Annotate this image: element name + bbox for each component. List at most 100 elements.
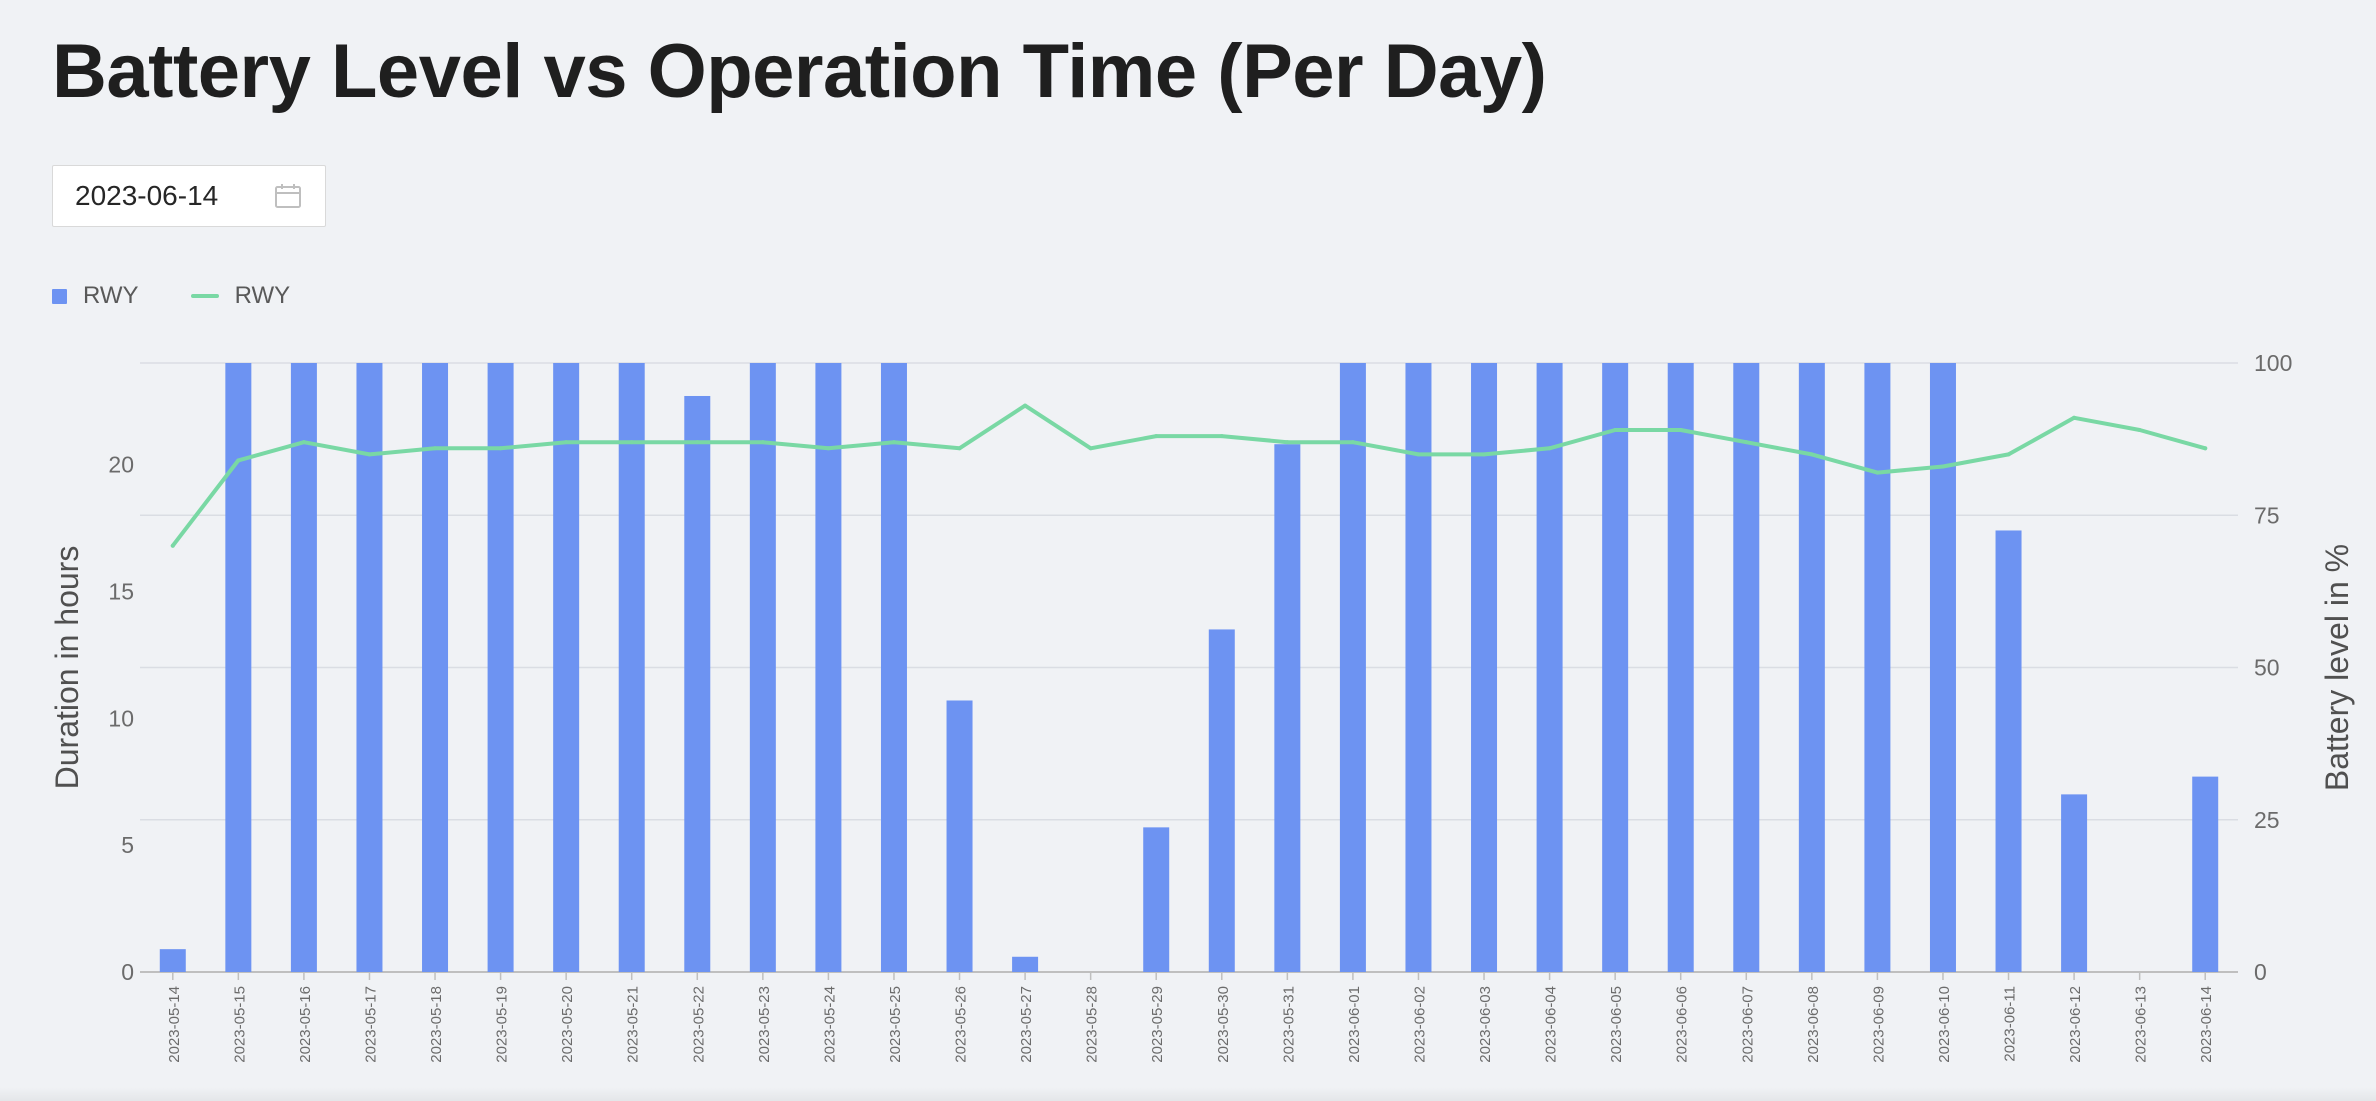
x-tick-label: 2023-05-20 bbox=[559, 986, 576, 1063]
legend-bar-swatch bbox=[52, 288, 67, 304]
line-point bbox=[433, 446, 438, 451]
line-point bbox=[2006, 452, 2011, 457]
date-picker[interactable]: 2023-06-14 bbox=[52, 165, 326, 227]
x-tick-label: 2023-05-25 bbox=[887, 986, 904, 1063]
x-tick-label: 2023-05-27 bbox=[1018, 986, 1035, 1063]
line-point bbox=[1940, 464, 1945, 469]
bar bbox=[356, 363, 383, 972]
line-point bbox=[301, 440, 306, 445]
bar bbox=[1995, 530, 2022, 972]
line-point bbox=[629, 440, 634, 445]
y-tick-label: 5 bbox=[121, 832, 134, 858]
line-point bbox=[1678, 427, 1683, 432]
bar bbox=[1339, 363, 1366, 972]
x-tick-label: 2023-06-11 bbox=[2002, 986, 2019, 1062]
legend-line-label: RWY bbox=[234, 282, 291, 309]
bar bbox=[2192, 776, 2219, 972]
line-point bbox=[1023, 403, 1028, 408]
x-tick-label: 2023-06-14 bbox=[2198, 986, 2215, 1063]
line-point bbox=[760, 440, 765, 445]
line-point bbox=[1875, 470, 1880, 475]
y-tick-label: 15 bbox=[108, 578, 134, 604]
y2-tick-label: 25 bbox=[2254, 807, 2280, 833]
line-point bbox=[1285, 440, 1290, 445]
line-point bbox=[1350, 440, 1355, 445]
x-tick-label: 2023-06-10 bbox=[1936, 986, 1953, 1063]
x-tick-label: 2023-05-15 bbox=[231, 986, 248, 1063]
bar bbox=[1798, 363, 1825, 972]
x-tick-label: 2023-05-29 bbox=[1149, 986, 1166, 1063]
bar bbox=[487, 363, 514, 972]
legend-line-swatch bbox=[190, 294, 219, 298]
x-tick-label: 2023-05-30 bbox=[1215, 986, 1232, 1063]
bar bbox=[422, 363, 449, 972]
page-title: Battery Level vs Operation Time (Per Day… bbox=[52, 29, 1547, 114]
line-point bbox=[1744, 440, 1749, 445]
line-point bbox=[826, 446, 831, 451]
y-tick-label: 0 bbox=[121, 959, 134, 985]
line-point bbox=[236, 458, 241, 463]
y2-tick-label: 100 bbox=[2254, 350, 2292, 376]
bar bbox=[684, 395, 711, 972]
line-point bbox=[2137, 427, 2142, 432]
bottom-edge-shadow bbox=[0, 1087, 2376, 1101]
bar bbox=[815, 363, 842, 972]
x-tick-label: 2023-06-13 bbox=[2133, 986, 2150, 1063]
x-tick-label: 2023-05-23 bbox=[756, 986, 773, 1063]
line-point bbox=[1088, 446, 1093, 451]
x-tick-label: 2023-05-19 bbox=[494, 986, 511, 1063]
line-point bbox=[1613, 427, 1618, 432]
legend-item-bar[interactable]: RWY bbox=[52, 282, 139, 310]
bar bbox=[225, 363, 252, 972]
bar bbox=[946, 700, 973, 972]
line-point bbox=[1809, 452, 1814, 457]
legend-item-line[interactable]: RWY bbox=[190, 282, 291, 310]
y-tick-label: 10 bbox=[108, 705, 134, 731]
line-point bbox=[170, 543, 175, 548]
bar bbox=[1405, 363, 1432, 972]
bar bbox=[1143, 827, 1170, 972]
y2-axis-title: Battery level in % bbox=[2319, 544, 2355, 791]
line-point bbox=[1547, 446, 1552, 451]
x-tick-label: 2023-05-24 bbox=[821, 986, 838, 1063]
line-point bbox=[891, 440, 896, 445]
bar bbox=[290, 363, 317, 972]
line-point bbox=[498, 446, 503, 451]
y2-tick-label: 0 bbox=[2254, 959, 2267, 985]
x-tick-label: 2023-05-17 bbox=[362, 986, 379, 1063]
bar bbox=[1733, 363, 1760, 972]
date-picker-value[interactable]: 2023-06-14 bbox=[75, 180, 219, 211]
calendar-icon[interactable] bbox=[273, 181, 303, 211]
y2-tick-label: 50 bbox=[2254, 655, 2280, 681]
bar bbox=[880, 363, 907, 972]
bar bbox=[1864, 363, 1891, 972]
bar bbox=[1667, 363, 1694, 972]
x-tick-label: 2023-05-18 bbox=[428, 986, 445, 1063]
x-tick-label: 2023-06-04 bbox=[1543, 986, 1560, 1063]
x-tick-label: 2023-06-05 bbox=[1608, 986, 1625, 1063]
x-tick-label: 2023-05-31 bbox=[1280, 986, 1297, 1063]
bar bbox=[749, 363, 776, 972]
line-point bbox=[1154, 434, 1159, 439]
bar bbox=[1274, 444, 1301, 972]
bar bbox=[1602, 363, 1629, 972]
x-tick-label: 2023-05-22 bbox=[690, 986, 707, 1063]
x-tick-label: 2023-06-03 bbox=[1477, 986, 1494, 1063]
chart-legend: RWY RWY bbox=[52, 282, 290, 310]
line-point bbox=[564, 440, 569, 445]
y-tick-label: 20 bbox=[108, 452, 134, 478]
x-tick-label: 2023-06-01 bbox=[1346, 986, 1363, 1063]
x-tick-label: 2023-05-26 bbox=[953, 986, 970, 1063]
bar bbox=[618, 363, 645, 972]
x-tick-label: 2023-06-09 bbox=[1870, 986, 1887, 1063]
line-point bbox=[1219, 434, 1224, 439]
legend-bar-label: RWY bbox=[83, 282, 139, 309]
bar bbox=[1012, 956, 1039, 972]
line-point bbox=[2203, 446, 2208, 451]
bar bbox=[1471, 363, 1498, 972]
x-tick-label: 2023-06-08 bbox=[1805, 986, 1822, 1063]
bar bbox=[553, 363, 580, 972]
bar bbox=[2061, 794, 2088, 972]
bar bbox=[1536, 363, 1563, 972]
